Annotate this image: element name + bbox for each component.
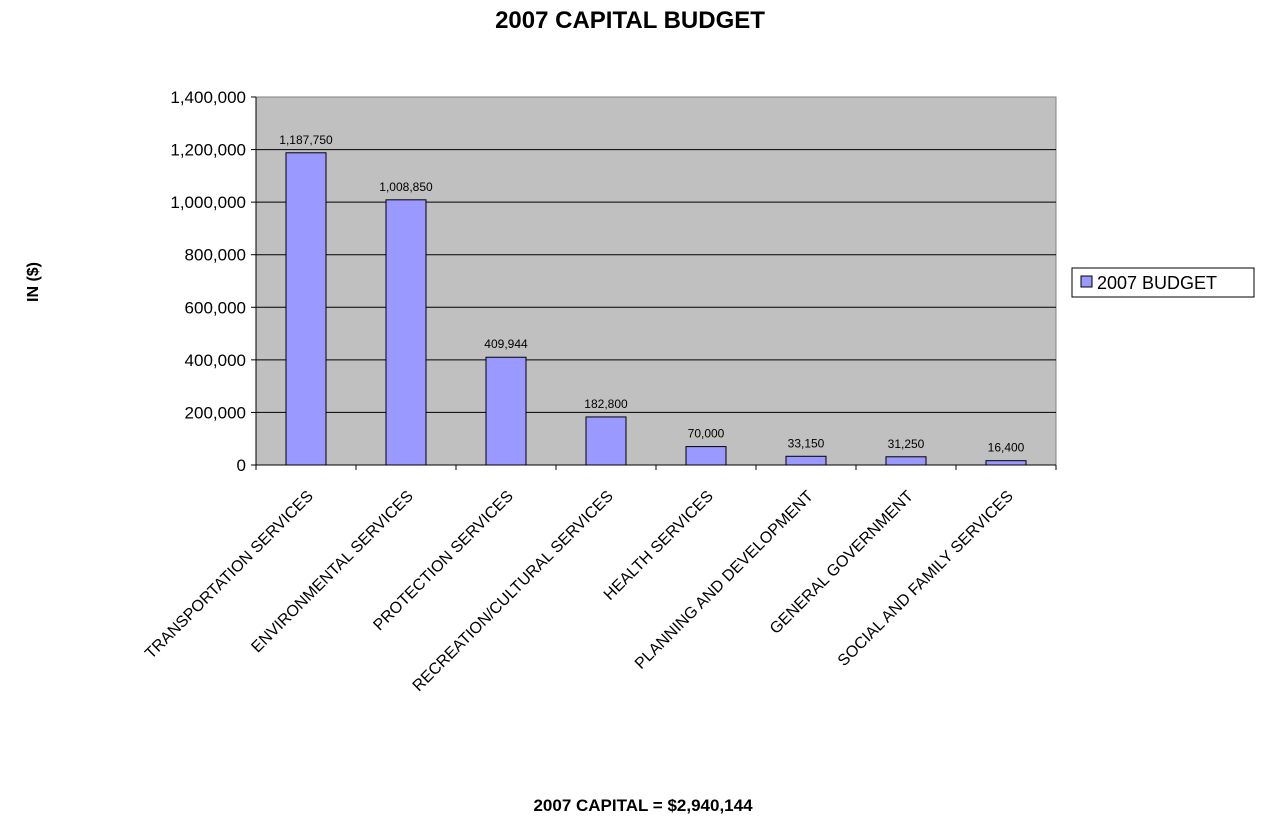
y-tick-label: 400,000 xyxy=(185,351,246,370)
data-label: 16,400 xyxy=(988,441,1025,455)
data-label: 182,800 xyxy=(584,397,628,411)
data-label: 1,187,750 xyxy=(279,133,333,147)
plot-area xyxy=(255,96,1057,466)
legend-swatch xyxy=(1080,275,1093,288)
category-label: RECREATION/CULTURAL SERVICES xyxy=(410,488,617,695)
category-label: SOCIAL AND FAMILY SERVICES xyxy=(835,488,1017,670)
data-labels: 1,187,750 1,008,850 409,944 182,800 70,000 33… xyxy=(279,133,1024,455)
y-tick-label: 1,400,000 xyxy=(170,88,246,107)
category-label: PLANNING AND DEVELOPMENT xyxy=(632,488,817,673)
legend: 2007 BUDGET xyxy=(1071,267,1255,298)
y-axis-ticks: 0 200,000 400,000 600,000 800,000 1,000,000 1,… xyxy=(170,88,256,475)
bar xyxy=(985,460,1027,466)
chart-title: 2007 CAPITAL BUDGET xyxy=(495,7,765,34)
bars xyxy=(285,152,1027,466)
x-axis-label: 2007 CAPITAL = $2,940,144 xyxy=(533,796,753,815)
bar xyxy=(885,456,927,466)
y-tick-label: 0 xyxy=(237,456,246,475)
y-axis-label: IN ($) xyxy=(25,262,42,302)
x-axis-ticks xyxy=(255,465,1057,470)
bar xyxy=(285,152,327,466)
y-tick-label: 1,200,000 xyxy=(170,141,246,160)
category-label: TRANSPORTATION SERVICES xyxy=(142,488,317,663)
category-label: ENVIRONMENTAL SERVICES xyxy=(248,488,416,656)
data-label: 31,250 xyxy=(888,437,925,451)
data-label: 1,008,850 xyxy=(379,180,433,194)
y-tick-label: 1,000,000 xyxy=(170,193,246,212)
bar xyxy=(685,446,727,466)
bar xyxy=(785,455,827,466)
y-tick-label: 200,000 xyxy=(185,403,246,422)
legend-box xyxy=(1071,267,1255,298)
data-label: 409,944 xyxy=(484,337,528,351)
data-label: 70,000 xyxy=(688,427,725,441)
category-label: HEALTH SERVICES xyxy=(601,488,717,604)
data-label: 33,150 xyxy=(788,436,825,450)
legend-label: 2007 BUDGET xyxy=(1097,273,1217,293)
y-tick-label: 800,000 xyxy=(185,246,246,265)
bar xyxy=(585,416,627,466)
bar xyxy=(485,356,527,466)
bar xyxy=(385,199,427,466)
y-tick-label: 600,000 xyxy=(185,298,246,317)
